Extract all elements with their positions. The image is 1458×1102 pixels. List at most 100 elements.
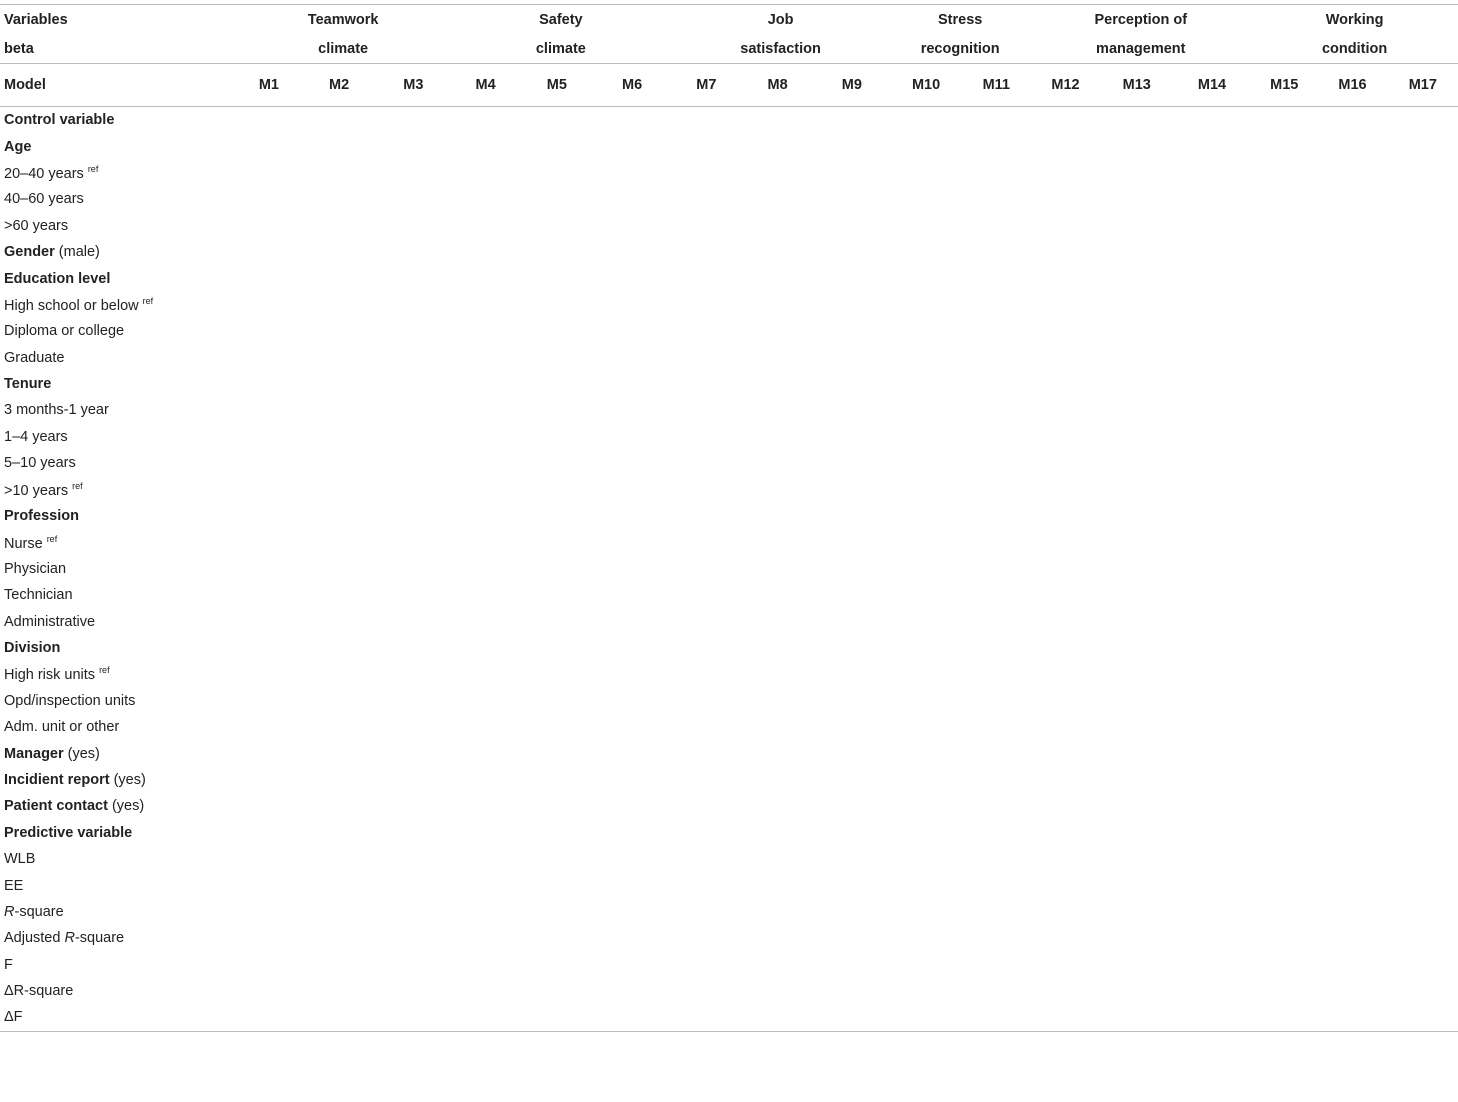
table-cell	[1317, 450, 1387, 476]
table-cell	[741, 186, 813, 212]
table-row: 1–4 years	[0, 424, 1458, 450]
table-cell	[1101, 292, 1173, 318]
table-cell	[814, 582, 890, 608]
beta-label: beta	[0, 34, 236, 64]
empty-cell	[1173, 133, 1251, 159]
table-cell	[521, 292, 593, 318]
table-cell	[1388, 397, 1458, 423]
table-cell	[814, 529, 890, 555]
table-cell	[1101, 846, 1173, 872]
table-cell	[962, 186, 1030, 212]
table-cell	[1101, 793, 1173, 819]
table-cell	[741, 292, 813, 318]
row-label: Manager (yes)	[0, 740, 236, 766]
table-cell	[376, 925, 450, 951]
row-label-text: Graduate	[4, 349, 65, 366]
table-cell	[450, 239, 520, 265]
empty-cell	[1388, 820, 1458, 846]
table-cell	[376, 608, 450, 634]
table-cell	[814, 397, 890, 423]
table-cell	[741, 608, 813, 634]
table-cell	[1101, 529, 1173, 555]
row-label-text: EE	[4, 877, 24, 894]
table-cell	[236, 476, 302, 502]
table-cell	[1173, 846, 1251, 872]
empty-cell	[814, 265, 890, 291]
table-cell	[521, 345, 593, 371]
table-row: Adm. unit or other	[0, 714, 1458, 740]
table-cell	[302, 239, 376, 265]
empty-cell	[1030, 107, 1100, 134]
table-cell	[1251, 846, 1317, 872]
table-cell	[376, 661, 450, 687]
table-cell	[1251, 688, 1317, 714]
table-cell	[376, 740, 450, 766]
empty-cell	[962, 265, 1030, 291]
table-cell	[302, 846, 376, 872]
table-cell	[962, 1004, 1031, 1032]
table-cell	[236, 767, 302, 793]
empty-cell	[1101, 635, 1173, 661]
table-cell	[1101, 450, 1173, 476]
row-label-suffix: -square	[74, 930, 125, 947]
table-cell	[1101, 661, 1173, 687]
table-cell	[592, 1004, 672, 1032]
empty-cell	[1317, 133, 1387, 159]
empty-cell	[593, 820, 671, 846]
table-cell	[814, 345, 890, 371]
table-row: Opd/inspection units	[0, 688, 1458, 714]
table-cell	[1030, 292, 1100, 318]
table-cell	[1173, 661, 1251, 687]
table-cell	[302, 978, 376, 1004]
row-label-text: 20–40 years	[4, 165, 84, 182]
empty-cell	[890, 503, 962, 529]
table-cell	[962, 450, 1030, 476]
table-cell	[1251, 608, 1317, 634]
table-cell	[593, 345, 671, 371]
table-cell	[1388, 688, 1458, 714]
row-label-text: Nurse	[4, 535, 43, 552]
table-cell	[1388, 978, 1458, 1004]
table-row: >60 years	[0, 213, 1458, 239]
table-cell	[1030, 740, 1100, 766]
table-cell	[1030, 872, 1100, 898]
empty-cell	[1101, 133, 1173, 159]
table-cell	[1101, 688, 1173, 714]
table-cell	[236, 397, 302, 423]
empty-cell	[814, 503, 890, 529]
table-cell	[1317, 925, 1387, 951]
empty-cell	[450, 820, 520, 846]
table-cell	[521, 160, 593, 186]
table-cell	[1317, 160, 1387, 186]
empty-cell	[671, 133, 741, 159]
group-header-line2: satisfaction	[671, 34, 890, 64]
table-cell	[1317, 582, 1387, 608]
table-cell	[236, 582, 302, 608]
table-cell	[450, 529, 520, 555]
table-cell	[1317, 397, 1387, 423]
table-cell	[1173, 529, 1251, 555]
table-cell	[1317, 714, 1387, 740]
table-cell	[302, 318, 376, 344]
table-cell	[376, 213, 450, 239]
empty-cell	[521, 820, 593, 846]
empty-cell	[1173, 107, 1251, 134]
table-cell	[1388, 213, 1458, 239]
table-cell	[890, 978, 962, 1004]
table-cell	[1030, 424, 1100, 450]
table-cell	[962, 213, 1030, 239]
empty-cell	[376, 371, 450, 397]
table-row: 20–40 years ref	[0, 160, 1458, 186]
table-cell	[671, 186, 741, 212]
table-cell	[1173, 952, 1251, 978]
empty-cell	[890, 265, 962, 291]
table-cell	[593, 925, 671, 951]
table-cell	[1030, 846, 1100, 872]
table-cell	[1030, 978, 1100, 1004]
table-cell	[741, 740, 813, 766]
table-cell	[1251, 424, 1317, 450]
table-cell	[962, 345, 1030, 371]
table-cell	[1030, 925, 1100, 951]
table-cell	[962, 793, 1030, 819]
